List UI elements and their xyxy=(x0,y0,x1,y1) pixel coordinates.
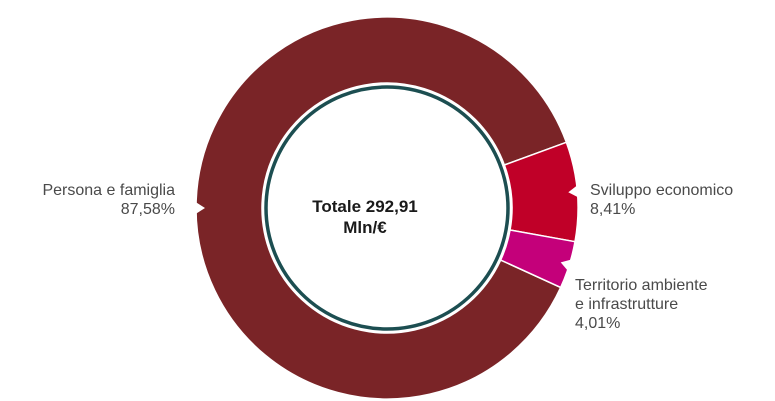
slice-label-sviluppo: Sviluppo economico 8,41% xyxy=(590,181,733,219)
slice-name-persona: Persona e famiglia xyxy=(42,182,175,199)
slice-label-territorio: Territorio ambiente e infrastrutture 4,0… xyxy=(575,276,708,333)
donut-slices xyxy=(194,16,580,400)
donut-slice-0 xyxy=(195,16,568,400)
slice-name-sviluppo: Sviluppo economico xyxy=(590,182,734,199)
center-total-line-2: Mln/€ xyxy=(343,218,387,237)
label-pointer-2 xyxy=(560,258,574,273)
center-ring xyxy=(264,85,510,331)
center-total-line-1: Totale 292,91 xyxy=(312,197,418,216)
label-pointer-0 xyxy=(194,201,205,215)
slice-value-sviluppo: 8,41% xyxy=(590,201,636,218)
slice-value-persona: 87,58% xyxy=(120,201,175,218)
donut-slice-2 xyxy=(499,229,576,289)
slice-name-territorio-line-1: Territorio ambiente xyxy=(575,277,708,294)
label-pointer-1 xyxy=(568,184,580,199)
slice-value-territorio: 4,01% xyxy=(575,315,621,332)
slice-label-persona: Persona e famiglia 87,58% xyxy=(8,181,175,219)
slice-name-territorio-line-2: e infrastrutture xyxy=(575,296,679,313)
center-total-label: Totale 292,91 Mln/€ xyxy=(290,196,440,238)
